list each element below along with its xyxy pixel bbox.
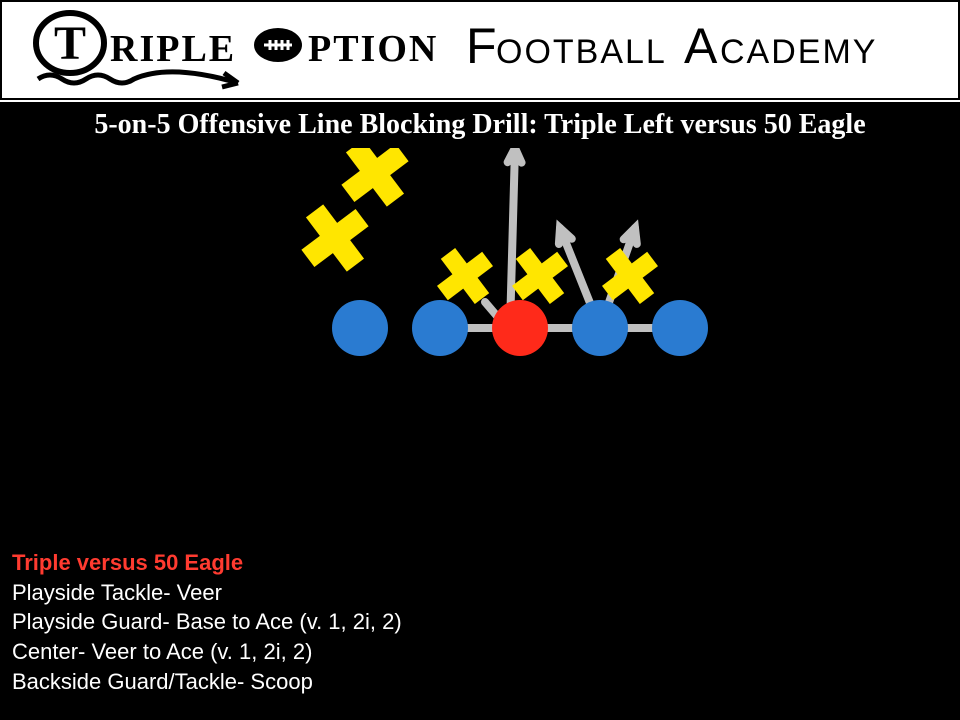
- svg-text:A: A: [684, 18, 718, 74]
- svg-text:CADEMY: CADEMY: [720, 33, 877, 71]
- title-bar: 5-on-5 Offensive Line Blocking Drill: Tr…: [0, 102, 960, 148]
- svg-text:T: T: [54, 17, 86, 70]
- center-marker: [492, 300, 548, 356]
- brand-header: T RIPLE PTION F OOTBALL A CADEMY: [0, 0, 960, 100]
- assignment-line: Center- Veer to Ace (v. 1, 2i, 2): [12, 637, 512, 667]
- assignment-line: Playside Tackle- Veer: [12, 578, 512, 608]
- diagram-stage: Triple versus 50 Eagle Playside Tackle- …: [0, 148, 960, 720]
- defender-marker: [517, 253, 562, 298]
- assignment-line: Backside Guard/Tackle- Scoop: [12, 667, 512, 697]
- defender-marker: [348, 148, 402, 200]
- brand-word-riple: RIPLE: [110, 28, 236, 70]
- defender-marker: [308, 211, 362, 265]
- assignments-block: Triple versus 50 Eagle Playside Tackle- …: [12, 548, 512, 696]
- svg-text:OOTBALL: OOTBALL: [496, 33, 667, 71]
- assignment-line: Playside Guard- Base to Ace (v. 1, 2i, 2…: [12, 607, 512, 637]
- ol-marker: [332, 300, 388, 356]
- svg-text:F: F: [466, 18, 497, 74]
- ol-marker: [572, 300, 628, 356]
- brand-logo: T RIPLE PTION F OOTBALL A CADEMY: [20, 5, 940, 95]
- brand-word-ption: PTION: [308, 28, 438, 70]
- page-title: 5-on-5 Offensive Line Blocking Drill: Tr…: [94, 109, 865, 141]
- ol-marker: [412, 300, 468, 356]
- ol-marker: [652, 300, 708, 356]
- assignments-heading: Triple versus 50 Eagle: [12, 548, 512, 578]
- defender-marker: [442, 253, 487, 298]
